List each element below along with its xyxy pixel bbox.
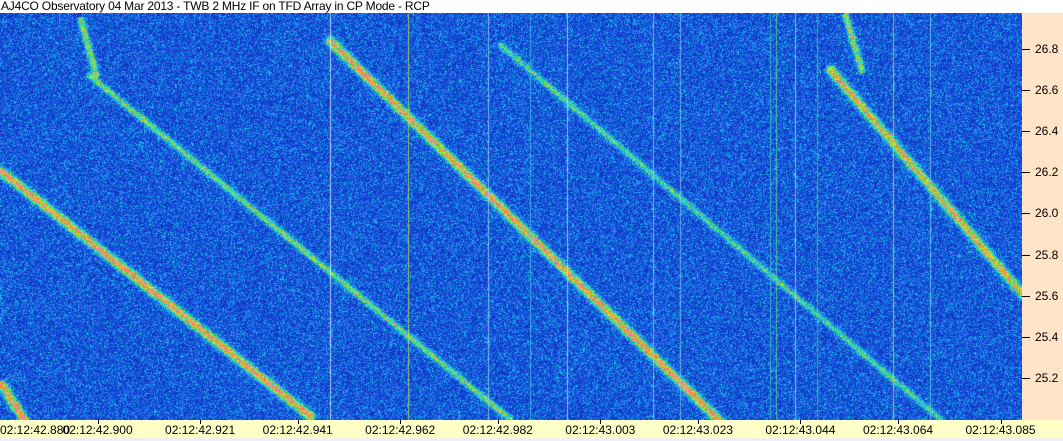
y-tick-label: 26.2	[1035, 165, 1058, 179]
y-tick-label: 25.6	[1035, 289, 1058, 303]
chart-title: AJ4CO Observatory 04 Mar 2013 - TWB 2 MH…	[1, 0, 430, 13]
x-tick-label: 02:12:43.023	[663, 423, 733, 437]
y-tick	[1022, 49, 1030, 50]
y-tick	[1022, 90, 1030, 91]
y-tick	[1022, 172, 1030, 173]
x-tick-label: 02:12:43.003	[565, 423, 635, 437]
y-tick	[1022, 213, 1030, 214]
y-tick-label: 26.6	[1035, 83, 1058, 97]
x-tick-label: 02:12:42.941	[263, 423, 333, 437]
y-tick	[1022, 378, 1030, 379]
y-tick	[1022, 255, 1030, 256]
spectrogram-plot	[0, 13, 1022, 420]
y-tick-label: 26.0	[1035, 206, 1058, 220]
x-tick-label: 02:12:42.962	[365, 423, 435, 437]
y-tick	[1022, 296, 1030, 297]
x-tick-label: 02:12:43.085	[965, 423, 1035, 437]
x-tick-label: 02:12:43.064	[863, 423, 933, 437]
y-tick-label: 25.8	[1035, 248, 1058, 262]
time-axis: 02:12:42.880 02:12:42.900 02:12:42.921 02:1…	[0, 420, 1063, 438]
frequency-axis: 26.8 26.6 26.4 26.2 26.0 25.8 25.6 25.4 25.2	[1022, 13, 1063, 420]
y-tick-label: 25.2	[1035, 371, 1058, 385]
x-tick-label: 02:12:42.982	[463, 423, 533, 437]
x-tick-label: 02:12:43.044	[765, 423, 835, 437]
x-tick-label: 02:12:42.900	[63, 423, 133, 437]
x-tick-label: 02:12:42.921	[165, 423, 235, 437]
y-tick-label: 25.4	[1035, 330, 1058, 344]
y-tick	[1022, 337, 1030, 338]
x-tick-label: 02:12:42.880	[0, 423, 70, 437]
y-tick-label: 26.4	[1035, 124, 1058, 138]
y-tick-label: 26.8	[1035, 42, 1058, 56]
y-tick	[1022, 131, 1030, 132]
title-bar: AJ4CO Observatory 04 Mar 2013 - TWB 2 MH…	[0, 0, 1063, 13]
